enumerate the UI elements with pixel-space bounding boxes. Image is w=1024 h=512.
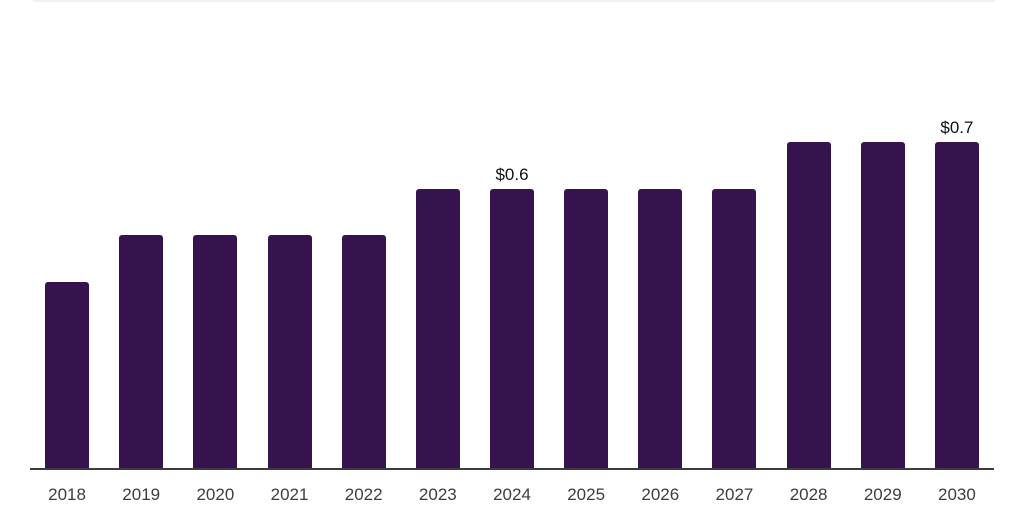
x-tick-2019: 2019 [122,485,161,504]
x-tick-2028: 2028 [789,485,828,504]
bar-2024 [490,189,534,469]
x-tick-2029: 2029 [863,485,902,504]
x-tick-2020: 2020 [196,485,235,504]
x-tick-2024: 2024 [493,485,531,504]
bar-2030 [934,142,979,469]
x-tick-2027: 2027 [715,485,754,504]
data-label-2030: $0.7 [940,118,974,137]
bar-2022 [341,235,386,469]
x-tick-2023: 2023 [418,485,457,504]
x-tick-2022: 2022 [344,485,383,504]
x-tick-2025: 2025 [567,485,606,504]
bar-2029 [860,142,905,469]
data-label-2024: $0.6 [495,165,529,184]
bar-2025 [564,189,609,469]
bar-2018 [45,282,90,469]
bar-2021 [267,235,312,469]
bar-2026 [638,189,683,469]
plot-top-border [33,0,995,2]
x-tick-2030: 2030 [938,485,976,504]
x-tick-2021: 2021 [270,485,309,504]
bar-2023 [415,189,460,469]
x-axis-line [30,468,994,470]
x-tick-2026: 2026 [641,485,680,504]
bar-2019 [119,235,164,469]
bar-2027 [712,189,757,469]
bar-2028 [786,142,831,469]
bar-2020 [193,235,238,469]
x-tick-2018: 2018 [48,485,86,504]
